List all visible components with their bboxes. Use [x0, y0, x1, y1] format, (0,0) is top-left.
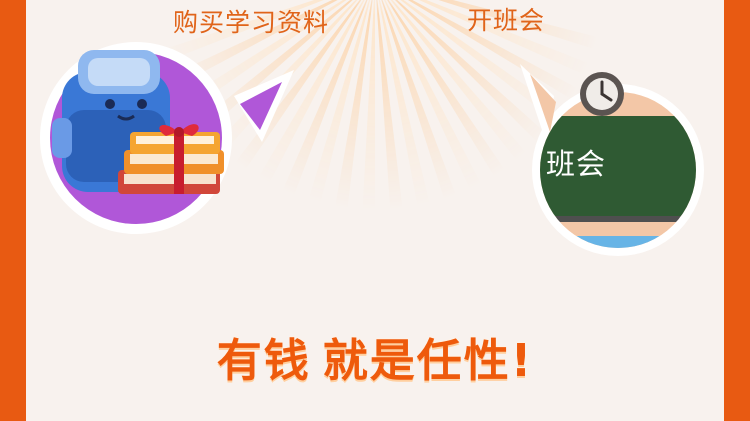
gift-books-icon: [118, 124, 224, 194]
headline-part1: 有钱: [217, 334, 311, 387]
headline-part2: 就是任性!: [323, 334, 534, 387]
content-panel: 购买学习资料 开班会 班会 有钱 就是任性!: [26, 0, 724, 421]
chalkboard-text: 班会: [546, 146, 606, 182]
headline: 有钱 就是任性!: [26, 333, 724, 389]
clock-icon: [580, 72, 624, 116]
label-class-meeting: 开班会: [467, 6, 545, 36]
label-buy-study-materials: 购买学习资料: [173, 8, 329, 38]
